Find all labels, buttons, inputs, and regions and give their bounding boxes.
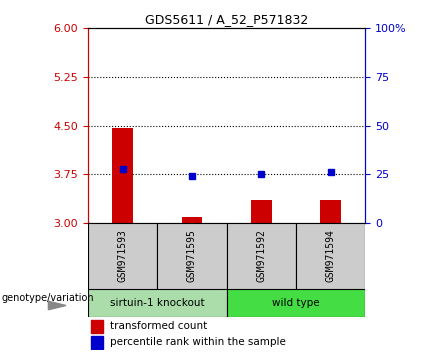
Bar bbox=[320, 200, 341, 223]
Text: sirtuin-1 knockout: sirtuin-1 knockout bbox=[110, 298, 205, 308]
Bar bbox=[251, 200, 271, 223]
Bar bbox=[227, 223, 296, 289]
Text: wild type: wild type bbox=[272, 298, 320, 308]
Text: GSM971592: GSM971592 bbox=[256, 229, 266, 282]
Text: percentile rank within the sample: percentile rank within the sample bbox=[110, 337, 286, 347]
Text: GSM971594: GSM971594 bbox=[326, 229, 336, 282]
Bar bbox=[88, 223, 158, 289]
Bar bbox=[88, 289, 227, 317]
Text: GSM971595: GSM971595 bbox=[187, 229, 197, 282]
Text: GSM971593: GSM971593 bbox=[117, 229, 128, 282]
Bar bbox=[158, 223, 227, 289]
Title: GDS5611 / A_52_P571832: GDS5611 / A_52_P571832 bbox=[145, 13, 308, 26]
Bar bbox=[92, 320, 103, 333]
Bar bbox=[92, 336, 103, 349]
Text: transformed count: transformed count bbox=[110, 321, 208, 331]
Polygon shape bbox=[48, 301, 66, 310]
Bar bbox=[296, 223, 365, 289]
Bar bbox=[227, 289, 365, 317]
Text: genotype/variation: genotype/variation bbox=[2, 293, 95, 303]
Bar bbox=[182, 217, 202, 223]
Bar bbox=[112, 128, 133, 223]
